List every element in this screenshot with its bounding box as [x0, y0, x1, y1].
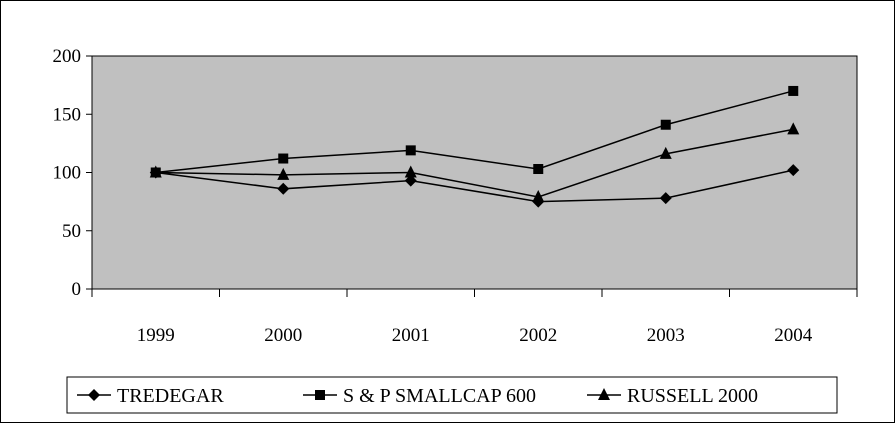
- data-point: [404, 174, 417, 187]
- data-point: [405, 145, 416, 156]
- legend-marker: [315, 390, 325, 400]
- data-point: [277, 182, 290, 195]
- y-tick-label: 0: [72, 279, 82, 300]
- x-tick-label: 2000: [264, 325, 302, 346]
- data-point: [659, 146, 672, 159]
- legend-marker: [88, 389, 100, 401]
- y-tick-label: 100: [53, 163, 82, 184]
- y-axis: 0 50 100 150 200: [53, 46, 92, 300]
- data-point: [277, 167, 290, 180]
- legend-box: [66, 376, 838, 414]
- plot-area: [91, 55, 858, 290]
- legend: TREDEGAR S & P SMALLCAP 600 RUSSELL 2000: [66, 376, 838, 414]
- x-axis: 1999 2000 2001 2002 2003 2004: [91, 289, 858, 346]
- data-point: [788, 85, 799, 96]
- data-point: [404, 165, 417, 178]
- data-point: [660, 119, 671, 130]
- data-point: [278, 153, 289, 164]
- series-russell-2000: [149, 122, 800, 202]
- y-tick-label: 200: [53, 46, 82, 67]
- x-tick-label: 2003: [647, 325, 685, 346]
- series-layer: [149, 85, 800, 208]
- legend-label: S & P SMALLCAP 600: [343, 385, 536, 407]
- x-tick-label: 2002: [519, 325, 557, 346]
- x-tick-label: 2001: [392, 325, 430, 346]
- x-tick-label: 1999: [137, 325, 175, 346]
- legend-entry: TREDEGAR: [77, 385, 224, 407]
- data-point: [533, 164, 544, 175]
- data-point: [659, 192, 672, 205]
- legend-entry: RUSSELL 2000: [587, 385, 758, 407]
- data-point: [149, 165, 162, 178]
- x-tick-label: 2004: [774, 325, 813, 346]
- legend-marker: [598, 388, 610, 400]
- legend-label: TREDEGAR: [117, 385, 224, 407]
- y-tick-label: 150: [53, 104, 82, 125]
- series-line: [155, 128, 794, 198]
- series-line: [155, 90, 794, 174]
- data-point: [787, 122, 800, 135]
- series-line: [155, 169, 794, 203]
- data-point: [787, 164, 800, 177]
- legend-entry: S & P SMALLCAP 600: [303, 385, 536, 407]
- data-point: [532, 189, 545, 202]
- y-tick-label: 50: [62, 221, 81, 242]
- legend-label: RUSSELL 2000: [627, 385, 758, 407]
